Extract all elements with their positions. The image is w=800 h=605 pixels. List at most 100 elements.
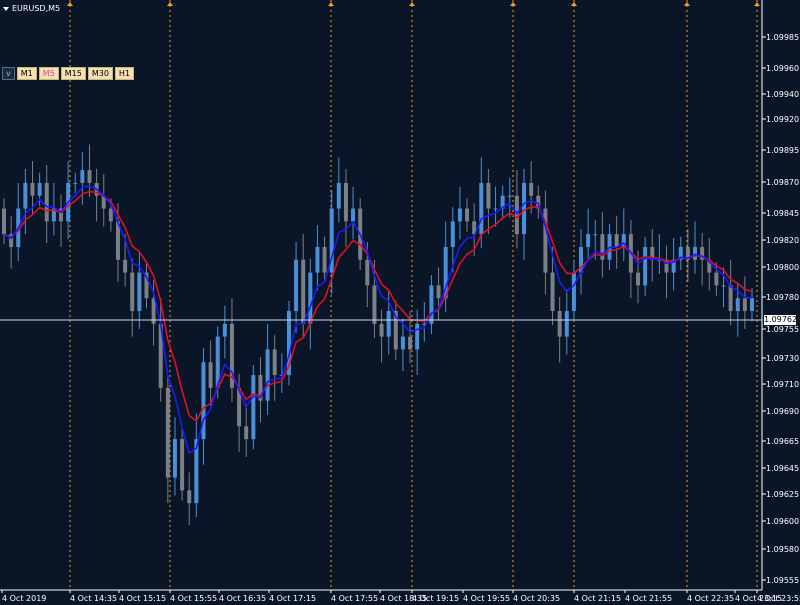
time-tick-label: 4 Oct 2019 [2,594,46,603]
moving-average-slow [3,190,753,422]
candle-body [208,362,213,388]
time-tick-label: 4 Oct 20:35 [513,594,560,603]
candle-body [750,298,754,312]
time-tick-label: 4 Oct 15:55 [170,594,217,603]
candle-body [58,208,63,222]
symbol-header[interactable]: EURUSD,M5 [3,4,60,13]
time-tick-label: 4 Oct 16:35 [219,594,266,603]
candle-body [557,311,562,337]
candle-body [436,285,441,299]
candle-body [130,272,135,312]
candle-body [222,323,227,337]
candle-body [721,285,726,287]
candle-body [265,349,270,401]
candle-body [115,221,120,260]
time-tick-label: 4 Oct 17:55 [331,594,378,603]
candle-body [650,246,655,260]
candle-body [522,182,527,235]
candle-body [564,311,569,337]
candle-body [586,234,591,247]
session-marker-icon [409,2,415,6]
session-marker-icon [67,2,73,6]
time-tick-label: 4 Oct 18:35 [380,594,427,603]
session-marker-icon [754,2,760,6]
price-tick-label: 1.09895 [766,146,799,155]
candle-body [742,298,747,312]
candle-body [529,182,534,196]
candle-body [229,323,234,388]
price-tick-label: 1.09665 [766,437,799,446]
session-marker-icon [684,2,690,6]
dropdown-triangle-icon[interactable] [3,6,9,11]
candle-body [664,259,669,273]
timeframe-toggle-button[interactable]: v [2,67,15,80]
candle-body [80,170,85,183]
session-marker-icon [167,2,173,6]
candles [2,144,754,525]
candle-body [422,323,427,325]
candle-body [700,246,705,260]
timeframe-m30-button[interactable]: M30 [87,67,113,80]
timeframe-h1-button[interactable]: H1 [114,67,135,80]
moving-average-fast [3,184,753,455]
candle-body [315,246,320,273]
candle-body [707,259,712,273]
time-tick-label: 4 Oct 19:15 [412,594,459,603]
candle-body [2,208,6,235]
candle-body [151,298,156,324]
timeframe-bar: v M1 M5 M15 M30 H1 [2,67,135,80]
price-tick-label: 1.09940 [766,90,799,99]
candle-body [379,323,384,337]
price-tick-label: 1.09710 [766,380,799,389]
candle-body [657,259,662,261]
candle-body [165,387,170,478]
candle-body [351,208,356,222]
session-marker-icon [510,2,516,6]
candle-body [301,259,306,324]
candle-body [443,246,448,299]
candle-body [636,272,641,286]
candle-body [372,285,377,324]
candle-body [479,182,484,235]
price-tick-label: 1.09580 [766,545,799,554]
price-axis[interactable]: 1.09985 1.09960 1.09940 1.09920 1.09895 1.098… [762,33,799,585]
candle-body [180,439,185,491]
time-tick-label: 4 Oct 15:15 [119,594,166,603]
candle-body [251,375,256,440]
candle-body [465,208,470,222]
candle-body [187,490,192,504]
candle-body [51,208,56,222]
price-tick-label: 1.09920 [766,115,799,124]
candle-body [37,182,42,196]
candle-body [493,208,498,210]
timeframe-m15-button[interactable]: M15 [60,67,86,80]
current-price-tag: 1.09762 [764,315,798,325]
candle-body [621,234,626,247]
candle-body [272,349,277,376]
candle-body [571,272,576,312]
time-tick-label: 4 Oct 17:15 [269,594,316,603]
candle-body [429,285,434,324]
candle-body [472,221,477,235]
candle-body [9,234,14,247]
candle-body [728,285,733,312]
candle-body [144,272,149,299]
candle-body [137,272,142,312]
time-axis[interactable]: 4 Oct 2019 4 Oct 14:35 4 Oct 15:15 4 Oct 15… [1,590,800,603]
candle-body [400,336,405,350]
candle-body [643,246,648,286]
time-tick-label: 4 Oct 23:55 [757,594,800,603]
price-tick-label: 1.09780 [766,293,799,302]
candle-body [408,336,413,350]
timeframe-m5-button[interactable]: M5 [38,67,59,80]
candle-body [336,182,341,209]
price-tick-label: 1.09625 [766,490,799,499]
candle-body [123,259,128,273]
timeframe-m1-button[interactable]: M1 [16,67,37,80]
candle-body [507,195,512,197]
candle-body [486,182,491,209]
candle-body [308,272,313,324]
time-tick-label: 4 Oct 21:15 [574,594,621,603]
candle-body [579,246,584,273]
